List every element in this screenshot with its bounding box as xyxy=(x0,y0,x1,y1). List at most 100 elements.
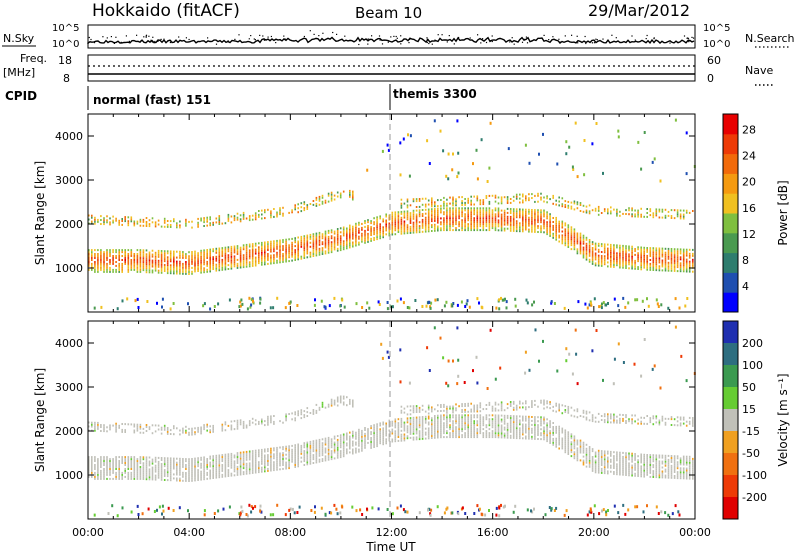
echo-cell xyxy=(176,457,178,460)
echo-cell xyxy=(409,432,412,435)
echo-cell xyxy=(440,207,442,210)
echo-cell xyxy=(579,232,582,235)
echo-cell xyxy=(352,442,354,445)
echo-cell xyxy=(415,221,418,224)
echo-cell xyxy=(634,261,636,264)
echo-cell xyxy=(361,439,363,442)
echo-cell xyxy=(467,209,469,212)
echo-cell xyxy=(431,201,433,204)
echo-cell xyxy=(528,429,530,432)
echo-cell xyxy=(634,259,636,262)
echo-cell xyxy=(515,230,518,233)
echo-cell xyxy=(485,221,488,224)
echo-cell xyxy=(118,255,120,257)
echo-cell xyxy=(488,215,491,218)
echo-cell xyxy=(458,430,460,433)
echo-cell xyxy=(522,214,524,217)
echo-cell xyxy=(330,458,333,461)
echo-cell xyxy=(467,207,469,210)
echo-cell xyxy=(270,469,272,472)
echo-cell xyxy=(103,223,105,226)
echo-cell xyxy=(309,456,312,459)
echo-cell xyxy=(282,454,284,457)
echo-cell xyxy=(458,414,460,417)
echo-cell xyxy=(112,471,114,474)
echo-cell xyxy=(166,223,169,226)
echo-cell xyxy=(555,220,557,223)
echo-cell xyxy=(452,219,454,222)
echo-cell xyxy=(115,471,117,474)
echo-cell xyxy=(103,268,105,271)
echo-cell xyxy=(412,418,415,421)
echo-cell xyxy=(215,470,218,473)
echo-cell xyxy=(324,406,327,409)
echo-cell xyxy=(616,252,618,255)
echo-cell xyxy=(297,455,299,458)
echo-cell xyxy=(176,471,178,474)
echo-cell xyxy=(585,250,588,253)
echo-cell xyxy=(549,221,551,224)
echo-cell xyxy=(388,433,391,436)
echo-cell xyxy=(154,468,157,471)
echo-cell xyxy=(558,200,560,203)
echo-cell xyxy=(250,303,253,307)
echo-cell xyxy=(505,306,508,310)
echo-cell xyxy=(515,210,518,213)
echo-cell xyxy=(97,473,99,476)
echo-cell xyxy=(607,265,609,268)
echo-cell xyxy=(118,262,120,265)
echo-cell xyxy=(313,303,316,307)
echo-cell xyxy=(437,211,439,214)
echo-cell xyxy=(583,173,586,177)
echo-cell xyxy=(194,463,196,466)
echo-cell xyxy=(297,461,299,464)
echo-cell xyxy=(124,220,126,223)
echo-cell xyxy=(203,225,205,227)
echo-cell xyxy=(427,224,430,227)
echo-cell xyxy=(488,217,491,220)
echo-cell xyxy=(646,256,648,259)
echo-cell xyxy=(634,265,636,268)
echo-cell xyxy=(431,406,433,409)
echo-cell xyxy=(200,458,202,461)
echo-cell xyxy=(515,208,518,211)
echo-cell xyxy=(176,224,178,227)
echo-cell xyxy=(133,458,136,461)
echo-cell xyxy=(166,432,169,435)
echo-cell xyxy=(130,477,133,480)
echo-cell xyxy=(291,458,293,461)
echo-cell xyxy=(100,464,102,466)
echo-cell xyxy=(163,479,166,481)
echo-cell xyxy=(512,423,515,426)
echo-cell xyxy=(127,255,130,257)
echo-cell xyxy=(409,419,412,422)
echo-cell xyxy=(361,222,363,225)
noise-search-dot xyxy=(145,35,147,37)
echo-cell xyxy=(251,260,254,263)
echo-cell xyxy=(434,215,436,218)
noise-search-dot xyxy=(577,42,579,44)
echo-cell xyxy=(415,438,418,441)
echo-cell xyxy=(285,256,287,259)
echo-cell xyxy=(339,243,342,246)
echo-cell xyxy=(528,437,530,440)
echo-cell xyxy=(224,469,227,472)
echo-cell xyxy=(88,466,90,468)
echo-cell xyxy=(142,466,145,469)
echo-cell xyxy=(330,404,333,407)
echo-cell xyxy=(230,428,233,431)
noise-search-dot xyxy=(688,41,690,43)
echo-cell xyxy=(218,460,221,463)
echo-cell xyxy=(321,243,324,246)
echo-cell xyxy=(160,470,163,473)
echo-cell xyxy=(318,243,321,246)
echo-cell xyxy=(169,252,172,255)
echo-cell xyxy=(130,220,133,223)
echo-cell xyxy=(191,479,193,482)
echo-cell xyxy=(522,210,524,213)
echo-cell xyxy=(382,421,384,424)
echo-cell xyxy=(188,458,190,461)
echo-cell xyxy=(667,253,670,256)
echo-cell xyxy=(509,225,512,228)
echo-cell xyxy=(509,405,512,407)
